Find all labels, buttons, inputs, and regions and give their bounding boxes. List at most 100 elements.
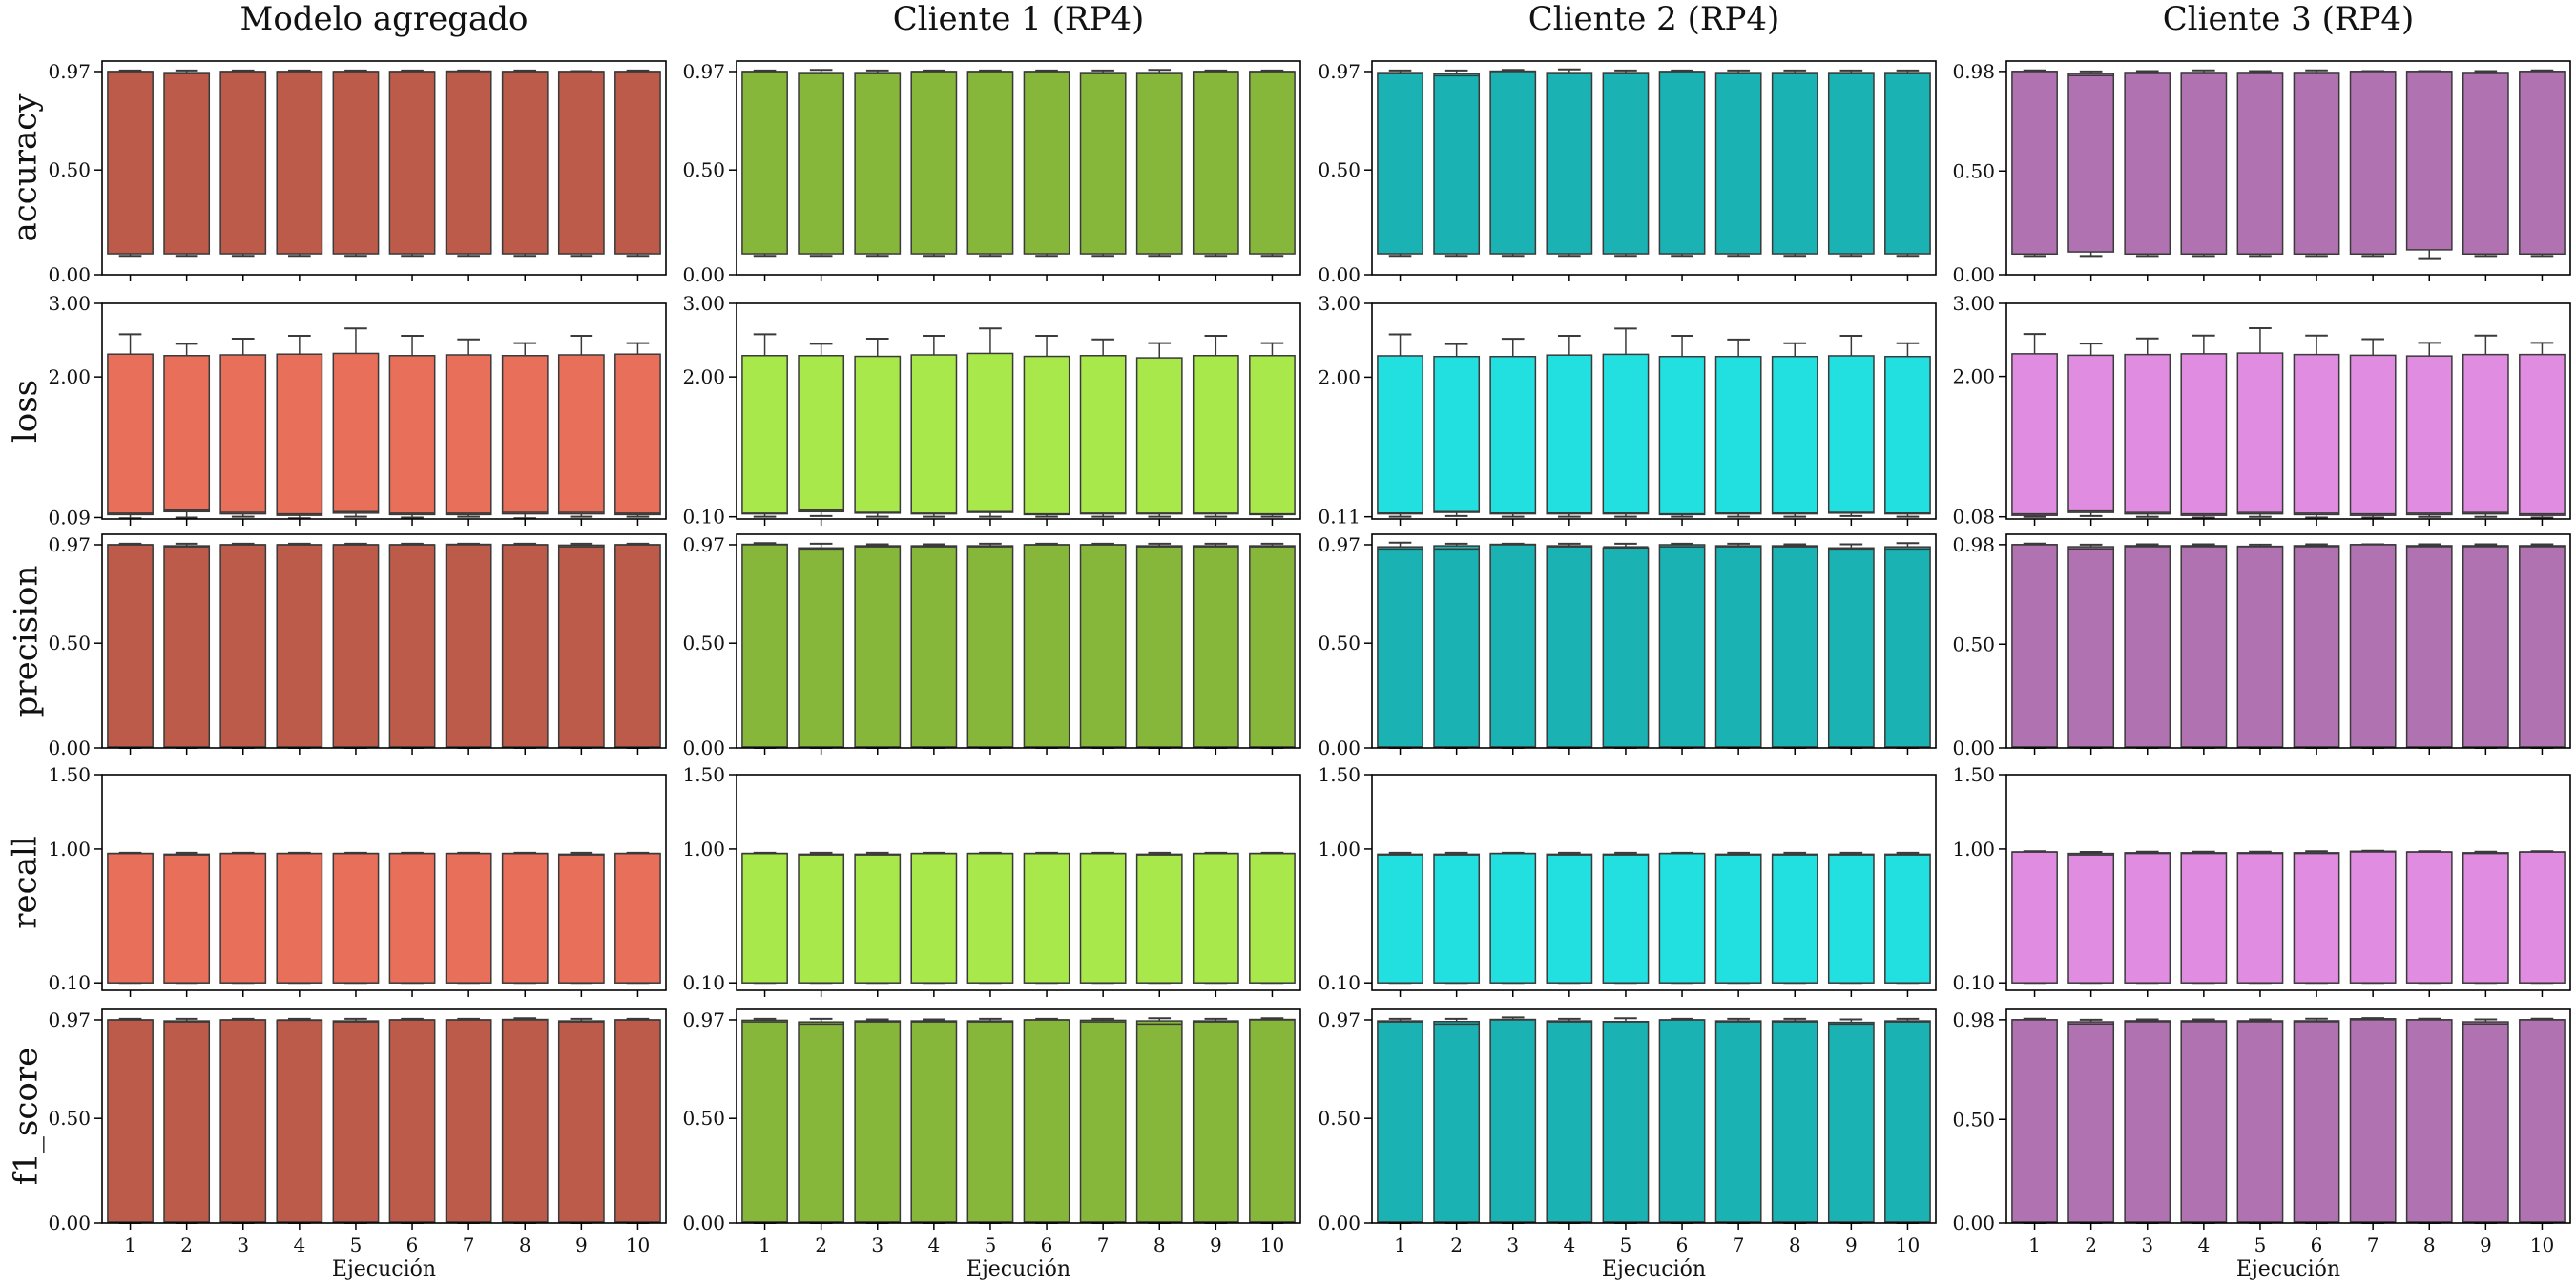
- box-run-1-accuracy-modelo-agregado: [107, 71, 154, 255]
- box-run-9-f1-score-cliente-2-rp4: [1827, 1021, 1875, 1223]
- box-run-6-recall-modelo-agregado: [388, 852, 436, 984]
- box-run-9-f1-score-cliente-3-rp4: [2462, 1021, 2509, 1223]
- x-tick-label-f1-score-cliente-2-rp4: 1: [1394, 1234, 1406, 1257]
- box-run-2-precision-cliente-3-rp4: [2067, 546, 2115, 748]
- y-tick-label-accuracy-cliente-3-rp4: 0.00: [1952, 263, 1995, 286]
- column-title-modelo-agregado: Modelo agregado: [239, 0, 529, 38]
- x-tick-label-f1-score-cliente-3-rp4: 9: [2480, 1234, 2492, 1257]
- x-tick-label-f1-score-cliente-1-rp4: 7: [1097, 1234, 1110, 1257]
- box-run-10-accuracy-cliente-1-rp4: [1249, 71, 1296, 255]
- x-tick-label-f1-score-cliente-3-rp4: 7: [2367, 1234, 2379, 1257]
- box-run-9-precision-cliente-3-rp4: [2462, 545, 2509, 748]
- box-run-4-f1-score-cliente-1-rp4: [910, 1020, 958, 1223]
- box-run-3-f1-score-cliente-3-rp4: [2124, 1020, 2171, 1223]
- x-tick-label-f1-score-modelo-agregado: 10: [626, 1234, 650, 1257]
- box-run-1-recall-cliente-2-rp4: [1377, 853, 1423, 984]
- y-tick-label-precision-cliente-1-rp4: 0.97: [682, 533, 725, 556]
- box-run-4-loss-cliente-2-rp4: [1546, 354, 1593, 515]
- box-run-7-loss-cliente-1-rp4: [1079, 355, 1127, 515]
- box-run-10-precision-modelo-agregado: [614, 544, 661, 748]
- y-tick-label-loss-modelo-agregado: 2.00: [48, 365, 91, 388]
- box-run-10-loss-cliente-2-rp4: [1884, 355, 1931, 515]
- y-tick-label-accuracy-cliente-2-rp4: 0.50: [1318, 158, 1361, 181]
- box-run-10-accuracy-cliente-3-rp4: [2519, 71, 2566, 256]
- box-run-8-precision-cliente-3-rp4: [2405, 545, 2453, 748]
- y-tick-label-loss-cliente-3-rp4: 3.00: [1952, 292, 1995, 315]
- x-tick-label-f1-score-cliente-3-rp4: 4: [2197, 1234, 2210, 1257]
- box-run-5-accuracy-cliente-3-rp4: [2236, 72, 2284, 256]
- x-tick-label-f1-score-cliente-2-rp4: 4: [1563, 1234, 1575, 1257]
- box-run-10-f1-score-cliente-3-rp4: [2519, 1019, 2566, 1223]
- box-run-1-recall-cliente-3-rp4: [2011, 851, 2058, 984]
- box-run-10-recall-cliente-1-rp4: [1249, 852, 1296, 984]
- box-run-8-f1-score-modelo-agregado: [501, 1018, 549, 1223]
- box-run-8-recall-modelo-agregado: [501, 852, 549, 984]
- box-run-8-loss-cliente-2-rp4: [1771, 355, 1818, 515]
- box-run-3-loss-cliente-2-rp4: [1489, 355, 1537, 515]
- box-run-8-f1-score-cliente-1-rp4: [1135, 1020, 1183, 1223]
- box-run-1-f1-score-cliente-1-rp4: [741, 1019, 788, 1223]
- box-run-5-f1-score-cliente-1-rp4: [966, 1020, 1014, 1223]
- box-run-8-precision-modelo-agregado: [501, 544, 549, 748]
- panel-frame-recall-cliente-1-rp4: [736, 774, 1301, 991]
- panel-frame-f1-score-cliente-1-rp4: [736, 1008, 1301, 1224]
- box-run-9-accuracy-cliente-3-rp4: [2462, 72, 2509, 256]
- box-run-6-recall-cliente-2-rp4: [1658, 852, 1706, 984]
- x-tick-label-f1-score-cliente-1-rp4: 2: [815, 1234, 827, 1257]
- box-run-10-loss-cliente-1-rp4: [1249, 355, 1296, 516]
- y-tick-label-loss-cliente-2-rp4: 2.00: [1318, 365, 1361, 388]
- y-tick-label-f1-score-cliente-3-rp4: 0.00: [1952, 1212, 1995, 1235]
- box-run-1-precision-cliente-1-rp4: [741, 543, 788, 748]
- y-tick-label-f1-score-cliente-2-rp4: 0.50: [1318, 1107, 1361, 1130]
- box-run-3-loss-cliente-3-rp4: [2124, 353, 2171, 515]
- box-run-4-recall-cliente-2-rp4: [1546, 853, 1593, 984]
- box-run-1-loss-modelo-agregado: [107, 353, 154, 516]
- box-run-5-f1-score-modelo-agregado: [332, 1020, 380, 1223]
- x-tick-label-f1-score-cliente-2-rp4: 8: [1789, 1234, 1801, 1257]
- y-tick-label-f1-score-modelo-agregado: 0.00: [48, 1212, 91, 1235]
- box-run-3-f1-score-cliente-2-rp4: [1489, 1018, 1537, 1223]
- y-tick-label-f1-score-cliente-1-rp4: 0.97: [682, 1008, 725, 1031]
- box-run-2-f1-score-cliente-1-rp4: [798, 1021, 845, 1223]
- box-run-2-loss-cliente-3-rp4: [2067, 354, 2115, 513]
- box-run-6-accuracy-cliente-3-rp4: [2293, 72, 2340, 256]
- y-tick-label-precision-cliente-2-rp4: 0.97: [1318, 533, 1361, 556]
- box-run-3-precision-modelo-agregado: [219, 544, 267, 748]
- y-tick-label-loss-cliente-1-rp4: 2.00: [682, 365, 725, 388]
- box-run-2-recall-cliente-1-rp4: [798, 853, 845, 984]
- box-run-9-recall-cliente-3-rp4: [2462, 852, 2509, 984]
- panel-loss-cliente-3-rp4: 0.08 2.00 3.00: [1952, 292, 2571, 529]
- box-run-9-precision-cliente-1-rp4: [1192, 545, 1239, 748]
- box-run-9-recall-cliente-2-rp4: [1827, 853, 1875, 984]
- panel-frame-loss-cliente-2-rp4: [1371, 302, 1937, 520]
- x-tick-label-f1-score-cliente-1-rp4: 9: [1210, 1234, 1222, 1257]
- box-run-6-loss-cliente-1-rp4: [1023, 355, 1070, 516]
- x-tick-label-f1-score-cliente-2-rp4: 10: [1896, 1234, 1920, 1257]
- box-run-6-f1-score-cliente-1-rp4: [1023, 1019, 1070, 1223]
- box-run-7-f1-score-cliente-1-rp4: [1079, 1019, 1127, 1223]
- x-tick-label-f1-score-cliente-3-rp4: 2: [2085, 1234, 2097, 1257]
- box-run-4-accuracy-cliente-1-rp4: [910, 71, 958, 255]
- box-run-4-f1-score-modelo-agregado: [276, 1019, 323, 1223]
- box-run-8-loss-cliente-1-rp4: [1135, 357, 1183, 515]
- box-run-4-recall-cliente-3-rp4: [2180, 852, 2228, 984]
- y-tick-label-loss-cliente-2-rp4: 3.00: [1318, 292, 1361, 315]
- y-tick-label-recall-cliente-1-rp4: 1.00: [682, 838, 725, 861]
- panel-recall-cliente-2-rp4: 0.10 1.00 1.50: [1318, 763, 1937, 997]
- box-run-5-loss-modelo-agregado: [332, 352, 380, 514]
- box-run-8-f1-score-cliente-3-rp4: [2405, 1019, 2453, 1223]
- box-run-9-accuracy-modelo-agregado: [557, 71, 605, 255]
- box-run-1-f1-score-cliente-3-rp4: [2011, 1019, 2058, 1223]
- panel-recall-modelo-agregado: 0.10 1.00 1.50: [48, 763, 667, 997]
- y-tick-label-precision-cliente-3-rp4: 0.00: [1952, 737, 1995, 759]
- box-run-7-loss-cliente-3-rp4: [2349, 354, 2397, 516]
- box-run-6-f1-score-cliente-2-rp4: [1658, 1019, 1706, 1223]
- box-run-2-accuracy-cliente-2-rp4: [1433, 73, 1481, 255]
- y-tick-label-f1-score-modelo-agregado: 0.50: [48, 1107, 91, 1130]
- box-run-1-recall-modelo-agregado: [107, 852, 154, 984]
- y-tick-label-accuracy-modelo-agregado: 0.97: [48, 60, 91, 83]
- box-run-1-precision-cliente-3-rp4: [2011, 544, 2058, 748]
- y-tick-label-accuracy-modelo-agregado: 0.00: [48, 263, 91, 286]
- panel-loss-cliente-2-rp4: 0.11 2.00 3.00: [1318, 292, 1937, 529]
